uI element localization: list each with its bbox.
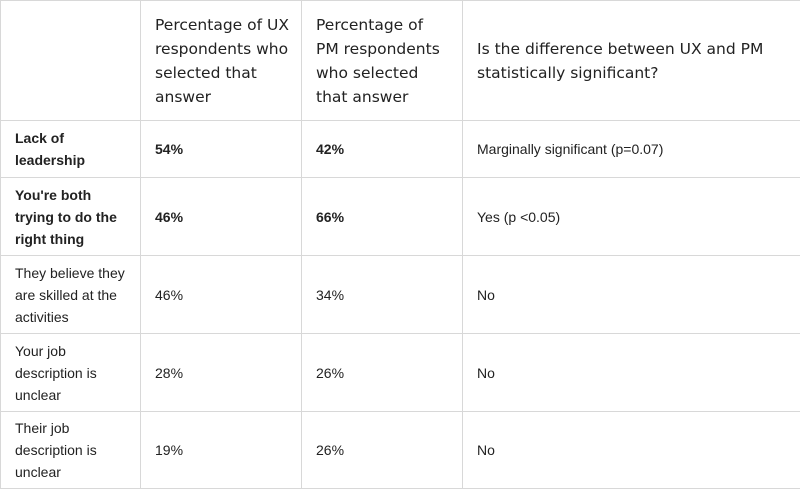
pm-percentage-cell: 26% [302, 334, 463, 412]
table-row: Lack of leadership 54% 42% Marginally si… [1, 121, 800, 178]
row-label: You're both trying to do the right thing [1, 178, 141, 256]
header-significance: Is the difference between UX and PM stat… [463, 1, 800, 121]
header-ux-percentage: Percentage of UX respondents who selecte… [141, 1, 302, 121]
row-label: They believe they are skilled at the act… [1, 256, 141, 334]
header-pm-percentage: Percentage of PM respondents who selecte… [302, 1, 463, 121]
significance-cell: No [463, 412, 800, 489]
header-empty-cell [1, 1, 141, 121]
table-row: Their job description is unclear 19% 26%… [1, 412, 800, 489]
ux-percentage-cell: 46% [141, 256, 302, 334]
pm-percentage-cell: 42% [302, 121, 463, 178]
significance-cell: Marginally significant (p=0.07) [463, 121, 800, 178]
table-header-row: Percentage of UX respondents who selecte… [1, 1, 800, 121]
row-label: Your job description is unclear [1, 334, 141, 412]
ux-percentage-cell: 19% [141, 412, 302, 489]
row-label: Their job description is unclear [1, 412, 141, 489]
ux-percentage-cell: 46% [141, 178, 302, 256]
pm-percentage-cell: 66% [302, 178, 463, 256]
pm-percentage-cell: 26% [302, 412, 463, 489]
significance-cell: Yes (p <0.05) [463, 178, 800, 256]
significance-cell: No [463, 256, 800, 334]
ux-percentage-cell: 28% [141, 334, 302, 412]
ux-percentage-cell: 54% [141, 121, 302, 178]
table-row: You're both trying to do the right thing… [1, 178, 800, 256]
significance-cell: No [463, 334, 800, 412]
pm-percentage-cell: 34% [302, 256, 463, 334]
row-label: Lack of leadership [1, 121, 141, 178]
table-row: Your job description is unclear 28% 26% … [1, 334, 800, 412]
table-row: They believe they are skilled at the act… [1, 256, 800, 334]
